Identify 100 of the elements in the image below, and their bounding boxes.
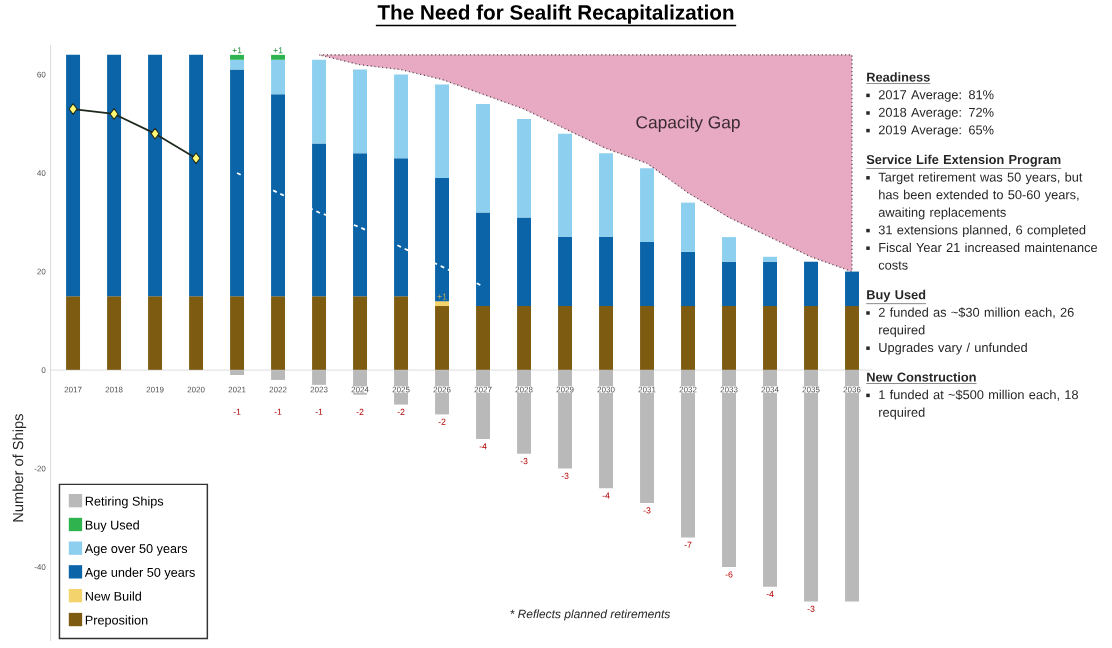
annotation: Service Life Extension Program xyxy=(866,154,1061,167)
text: Target retirement was 50 years, but has been extended to 50-60 years, awaiting replacements xyxy=(878,172,1083,220)
text: 31 extensions planned, 6 completed xyxy=(878,225,1086,237)
data-label: +1 xyxy=(273,47,283,54)
bar xyxy=(845,306,859,371)
legend-label: Age over 50 years xyxy=(84,544,188,556)
annotation: -2 xyxy=(356,408,364,415)
bar xyxy=(148,296,163,371)
bar xyxy=(681,306,695,371)
y-axis-title: Number of Ships xyxy=(12,414,27,522)
bar xyxy=(435,306,450,371)
annotation: -6 xyxy=(725,571,733,578)
annotation: -4 xyxy=(602,492,610,499)
bar xyxy=(517,306,532,371)
x-tick-label: 2030 xyxy=(597,386,615,393)
x-tick-label: 2031 xyxy=(638,386,656,393)
text: 2 funded as ~$30 million each, 26 required xyxy=(878,307,1074,337)
text: Upgrades vary / unfunded xyxy=(879,342,1027,355)
x-tick-label: 2025 xyxy=(392,386,410,393)
bar xyxy=(230,54,245,60)
text: 1 funded at ~$500 million each, 18 required xyxy=(879,389,1078,420)
bar xyxy=(107,54,122,297)
annotation: -4 xyxy=(479,443,487,450)
bar xyxy=(845,271,859,307)
bar xyxy=(804,261,818,307)
series-label: Capacity Gap xyxy=(636,115,740,132)
text: 2018 Average: 72% xyxy=(878,107,994,120)
x-tick-label: 2028 xyxy=(515,386,533,393)
y-tick-label: -20 xyxy=(34,465,46,472)
bar xyxy=(148,54,163,297)
x-tick-label: 2036 xyxy=(843,386,861,393)
x-tick-label: 2017 xyxy=(64,386,82,393)
bar xyxy=(189,54,204,297)
annotation: -7 xyxy=(684,541,692,548)
x-tick-label: 2020 xyxy=(187,386,205,393)
bar xyxy=(763,261,777,307)
x-tick-label: 2033 xyxy=(720,386,738,393)
annotation: -3 xyxy=(520,458,528,465)
legend-label: Retiring Ships xyxy=(85,496,164,509)
annotation: -3 xyxy=(643,507,651,514)
point xyxy=(68,103,78,115)
annotation: -1 xyxy=(315,408,323,415)
legend-label: Preposition xyxy=(85,615,148,628)
point xyxy=(150,127,160,140)
text: 2019 Average: 65% xyxy=(878,125,994,137)
chart-title: The Need for Sealift Recapitalization xyxy=(377,4,734,24)
x-tick-label: 2019 xyxy=(146,386,164,393)
x-tick-label: 2032 xyxy=(679,386,697,393)
x-tick-label: 2035 xyxy=(802,386,820,393)
bar xyxy=(107,296,122,371)
annotation: -1 xyxy=(274,408,282,415)
annotation: * Reflects planned retirements xyxy=(510,609,671,621)
bar xyxy=(476,306,491,371)
y-tick-label: 40 xyxy=(37,170,46,176)
bar xyxy=(394,296,409,371)
bar xyxy=(66,54,81,297)
bar xyxy=(312,296,327,371)
legend-label: New Build xyxy=(85,591,141,601)
annotation: -3 xyxy=(561,472,569,479)
annotation: -1 xyxy=(233,408,241,415)
x-tick-label: 2022 xyxy=(269,386,287,393)
bar xyxy=(722,261,736,307)
text: Fiscal Year 21 increased maintenance costs xyxy=(878,242,1098,270)
bar xyxy=(435,301,450,307)
y-tick-label: 0 xyxy=(41,367,46,373)
bar xyxy=(230,69,245,297)
bar xyxy=(230,296,245,371)
y-tick-label: 60 xyxy=(37,71,46,78)
x-tick-label: 2018 xyxy=(105,386,123,393)
annotation: -3 xyxy=(807,605,815,612)
data-label: +1 xyxy=(232,47,242,54)
point xyxy=(191,152,201,165)
bar xyxy=(271,59,286,95)
bar xyxy=(66,296,81,371)
bar xyxy=(558,306,572,371)
bar xyxy=(763,306,777,371)
bar xyxy=(640,306,654,371)
bar xyxy=(271,94,286,297)
x-tick-label: 2034 xyxy=(761,386,779,393)
legend-label: Age under 50 years xyxy=(84,567,195,580)
point xyxy=(109,108,119,120)
bar xyxy=(230,59,245,70)
bar xyxy=(189,296,204,371)
x-tick-label: 2021 xyxy=(228,386,246,393)
bar xyxy=(599,306,613,371)
bar xyxy=(353,296,368,371)
x-tick-label: 2029 xyxy=(556,386,574,393)
bar xyxy=(271,54,286,60)
annotation: New Construction xyxy=(867,372,976,382)
bar xyxy=(271,296,286,371)
annotation: -4 xyxy=(766,591,774,598)
x-tick-label: 2024 xyxy=(351,386,369,393)
annotation: Buy Used xyxy=(867,289,926,302)
y-tick-label: 20 xyxy=(37,268,46,275)
x-tick-label: 2026 xyxy=(433,386,451,393)
annotation: -2 xyxy=(397,408,405,415)
x-tick-label: 2023 xyxy=(310,386,328,393)
bar xyxy=(804,306,818,371)
text: 2017 Average: 81% xyxy=(878,90,994,102)
x-tick-label: 2027 xyxy=(474,386,492,393)
